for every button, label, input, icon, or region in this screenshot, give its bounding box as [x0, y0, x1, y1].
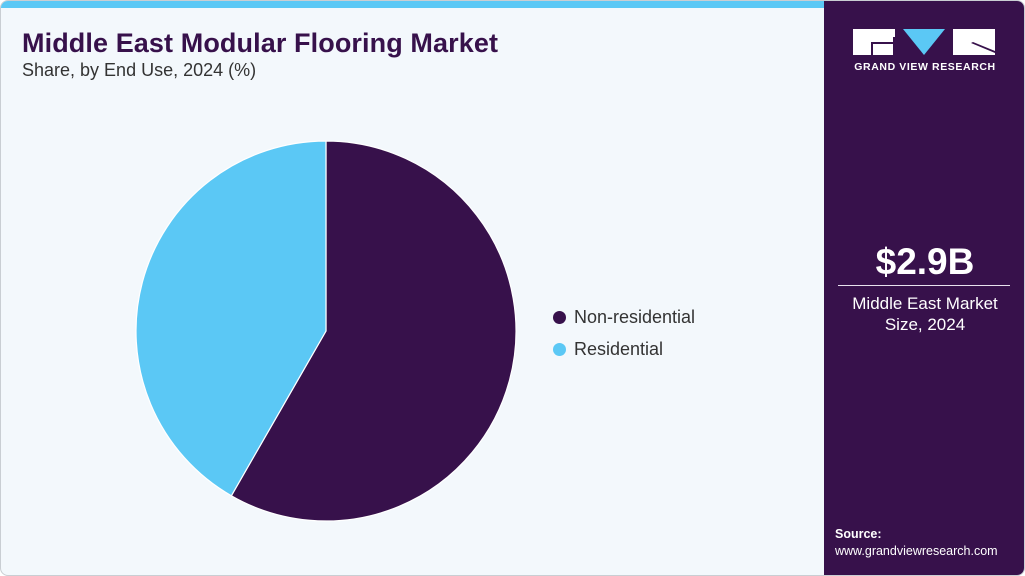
brand-name: GRAND VIEW RESEARCH: [854, 61, 996, 73]
grand-view-research-logo-icon: [853, 29, 995, 55]
legend-label: Non-residential: [574, 306, 696, 327]
source-link[interactable]: www.grandviewresearch.com: [835, 544, 998, 558]
pie-slice-residential: [135, 140, 327, 497]
divider: [838, 285, 1010, 286]
source-label: Source:: [835, 527, 882, 541]
legend-item-non-residential: Non-residential: [553, 301, 695, 333]
market-size-label-line1: Middle East Market: [852, 294, 998, 313]
legend-item-residential: Residential: [553, 333, 695, 365]
pie-slice-non-residential: [230, 140, 517, 522]
accent-bar: [1, 1, 824, 8]
chart-title: Middle East Modular Flooring Market: [22, 28, 499, 58]
sidebar-panel: GRAND VIEW RESEARCH $2.9B Middle East Ma…: [824, 1, 1024, 575]
market-size-label-line2: Size, 2024: [884, 315, 966, 334]
legend-label: Residential: [574, 338, 664, 359]
chart-legend: Non-residential Residential: [553, 301, 695, 365]
market-size-label: Middle East Market Size, 2024: [824, 293, 1024, 335]
pie-chart-svg: [135, 140, 517, 522]
market-size-value: $2.9B: [875, 241, 975, 282]
legend-dot-icon: [553, 310, 566, 324]
legend-dot-icon: [553, 342, 566, 356]
pie-chart: [131, 136, 521, 526]
chart-subtitle: Share, by End Use, 2024 (%): [22, 60, 257, 80]
